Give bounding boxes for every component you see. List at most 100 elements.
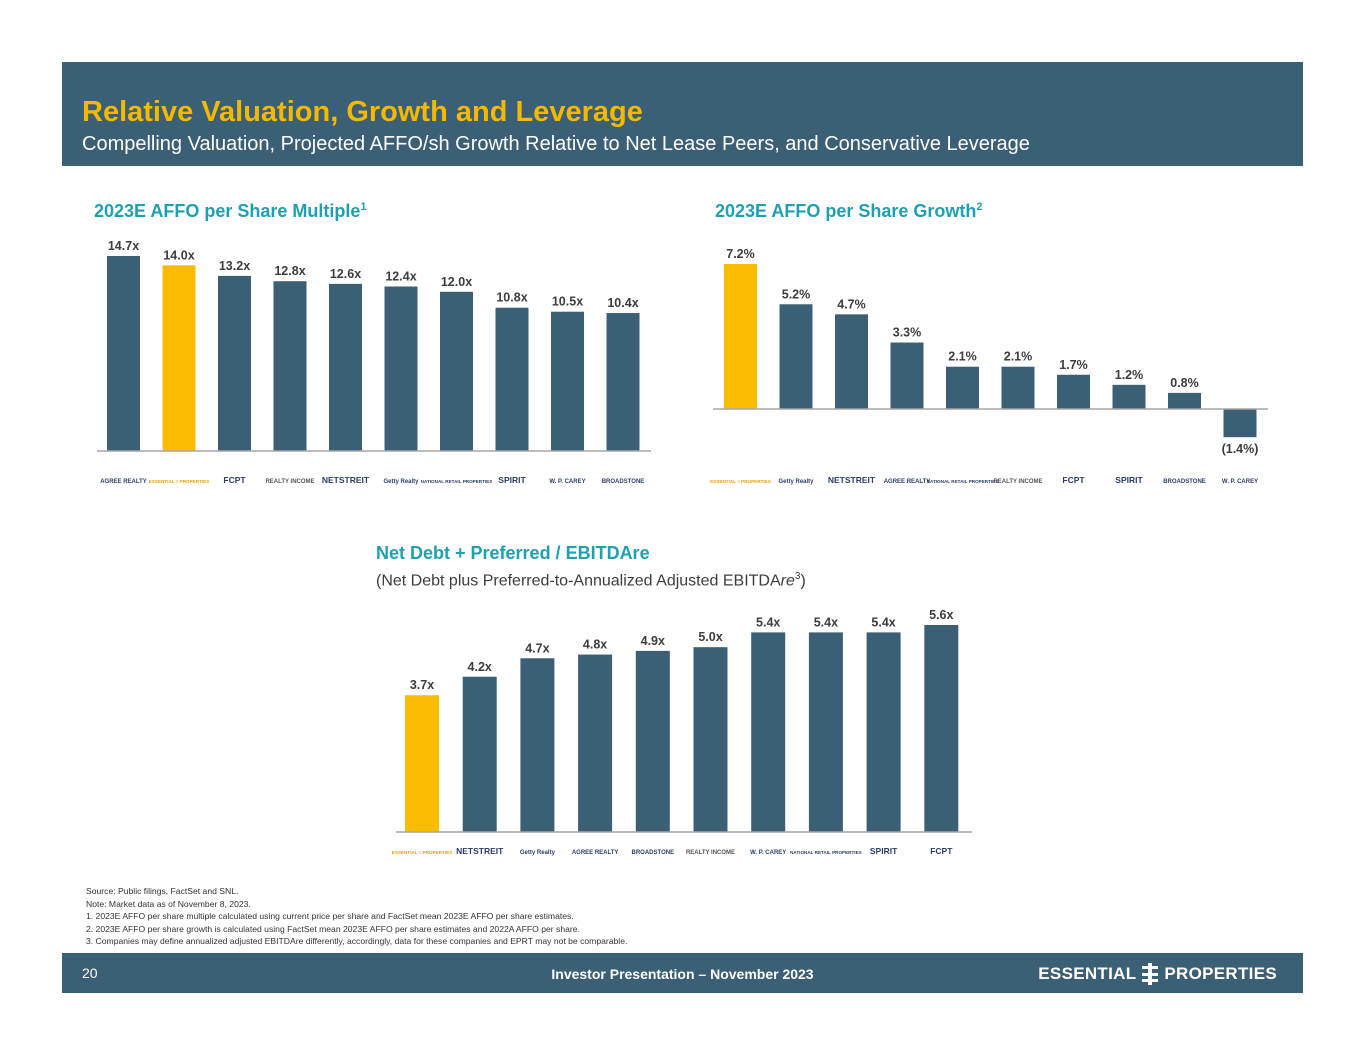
leverage-bar-realty-income bbox=[693, 647, 728, 832]
growth-label-realty-income: 2.1% bbox=[1004, 350, 1033, 364]
growth-bar-w-p-carey bbox=[1223, 409, 1257, 438]
multiple-label-essential-properties: 14.0x bbox=[163, 248, 194, 262]
growth-bar-broadstone bbox=[1168, 392, 1201, 409]
growth-logo-national-retail-properties: NATIONAL RETAIL PROPERTIES bbox=[927, 479, 999, 484]
logo-text-left: ESSENTIAL bbox=[1038, 964, 1137, 983]
multiple-logo-spirit: SPIRIT bbox=[498, 475, 526, 485]
leverage-bar-getty-realty bbox=[520, 658, 555, 832]
leverage-label-w-p-carey: 5.4x bbox=[756, 615, 780, 629]
growth-label-agree-realty: 3.3% bbox=[893, 326, 922, 340]
growth-bar-national-retail-properties bbox=[946, 366, 979, 409]
multiple-bar-essential-properties bbox=[162, 265, 196, 451]
essential-properties-logo: ESSENTIAL PROPERTIES bbox=[1038, 962, 1277, 986]
footnote-1: 1. 2023E AFFO per share multiple calcula… bbox=[86, 911, 574, 922]
chart-multiple: 14.7x AGREE REALTY 14.0x ESSENTIAL ≡ PROPER… bbox=[97, 239, 651, 485]
leverage-bar-national-retail-properties bbox=[808, 632, 843, 832]
leverage-label-essential-properties: 3.7x bbox=[410, 678, 434, 692]
growth-bar-realty-income bbox=[1001, 366, 1035, 409]
leverage-label-broadstone: 4.9x bbox=[641, 634, 665, 648]
leverage-logo-spirit: SPIRIT bbox=[870, 846, 898, 856]
multiple-bar-agree-realty bbox=[107, 256, 140, 451]
leverage-logo-getty-realty: Getty Realty bbox=[520, 850, 556, 856]
multiple-logo-agree-realty: AGREE REALTY bbox=[100, 479, 147, 485]
leverage-bar-w-p-carey bbox=[751, 632, 786, 832]
multiple-label-spirit: 10.8x bbox=[496, 291, 527, 305]
growth-logo-essential-properties: ESSENTIAL ≡ PROPERTIES bbox=[710, 479, 771, 484]
leverage-bar-essential-properties bbox=[405, 695, 439, 832]
multiple-label-broadstone: 10.4x bbox=[607, 296, 638, 310]
growth-label-w-p-carey: (1.4%) bbox=[1222, 442, 1259, 456]
growth-label-broadstone: 0.8% bbox=[1170, 376, 1199, 390]
growth-bar-essential-properties bbox=[724, 264, 757, 409]
leverage-label-spirit: 5.4x bbox=[871, 615, 895, 629]
chart-leverage: 3.7x ESSENTIAL ≡ PROPERTIES 4.2x NETSTREIT 4… bbox=[392, 608, 972, 856]
leverage-bar-fcpt bbox=[924, 625, 959, 832]
leverage-logo-netstreit: NETSTREIT bbox=[456, 846, 504, 856]
footnote-note: Note: Market data as of November 8, 2023… bbox=[86, 898, 251, 909]
multiple-logo-broadstone: BROADSTONE bbox=[602, 479, 645, 485]
growth-bar-spirit bbox=[1112, 384, 1146, 409]
footnote-3: 3. Companies may define annualized adjus… bbox=[86, 936, 628, 947]
multiple-bar-fcpt bbox=[218, 275, 251, 451]
multiple-bar-w-p-carey bbox=[551, 311, 584, 451]
leverage-logo-realty-income: REALTY INCOME bbox=[686, 850, 735, 856]
logo-text-right: PROPERTIES bbox=[1164, 964, 1277, 983]
leverage-label-getty-realty: 4.7x bbox=[525, 641, 549, 655]
multiple-logo-getty-realty: Getty Realty bbox=[383, 479, 419, 485]
leverage-bar-agree-realty bbox=[578, 654, 613, 832]
leverage-logo-national-retail-properties: NATIONAL RETAIL PROPERTIES bbox=[790, 850, 862, 855]
chart-title-multiple: 2023E AFFO per Share Multiple1 bbox=[94, 201, 367, 221]
multiple-label-national-retail-properties: 12.0x bbox=[441, 275, 472, 289]
page-subtitle: Compelling Valuation, Projected AFFO/sh … bbox=[82, 133, 1030, 155]
page-title: Relative Valuation, Growth and Leverage bbox=[82, 96, 643, 128]
multiple-logo-w-p-carey: W. P. CAREY bbox=[549, 479, 585, 485]
growth-bar-agree-realty bbox=[890, 342, 924, 409]
growth-logo-netstreit: NETSTREIT bbox=[828, 475, 876, 485]
growth-label-netstreit: 4.7% bbox=[837, 297, 866, 311]
chart-subtitle-leverage: (Net Debt plus Preferred-to-Annualized A… bbox=[376, 571, 806, 590]
multiple-logo-fcpt: FCPT bbox=[223, 475, 246, 485]
growth-logo-fcpt: FCPT bbox=[1062, 475, 1085, 485]
growth-label-fcpt: 1.7% bbox=[1059, 358, 1088, 372]
chart-title-growth: 2023E AFFO per Share Growth2 bbox=[715, 201, 983, 221]
growth-label-essential-properties: 7.2% bbox=[726, 247, 755, 261]
footnote-source: Source: Public filings, FactSet and SNL. bbox=[86, 886, 239, 896]
leverage-label-fcpt: 5.6x bbox=[929, 608, 953, 622]
leverage-logo-w-p-carey: W. P. CAREY bbox=[750, 850, 786, 856]
chart-title-leverage: Net Debt + Preferred / EBITDAre bbox=[376, 543, 650, 563]
multiple-label-netstreit: 12.6x bbox=[330, 267, 361, 281]
growth-label-getty-realty: 5.2% bbox=[782, 287, 811, 301]
multiple-logo-realty-income: REALTY INCOME bbox=[265, 479, 314, 485]
growth-logo-realty-income: REALTY INCOME bbox=[993, 479, 1042, 485]
growth-bar-getty-realty bbox=[779, 304, 813, 409]
leverage-bar-broadstone bbox=[635, 650, 670, 832]
multiple-label-getty-realty: 12.4x bbox=[385, 270, 416, 284]
growth-logo-w-p-carey: W. P. CAREY bbox=[1222, 479, 1258, 485]
growth-logo-spirit: SPIRIT bbox=[1115, 475, 1143, 485]
multiple-bar-spirit bbox=[495, 307, 529, 451]
footnotes: Source: Public filings, FactSet and SNL.… bbox=[86, 885, 627, 948]
leverage-logo-broadstone: BROADSTONE bbox=[632, 850, 675, 856]
footer-bar: 20 Investor Presentation – November 2023… bbox=[62, 953, 1303, 993]
multiple-label-fcpt: 13.2x bbox=[219, 259, 250, 273]
multiple-label-w-p-carey: 10.5x bbox=[552, 295, 583, 309]
growth-logo-agree-realty: AGREE REALTY bbox=[884, 479, 931, 485]
page-number: 20 bbox=[82, 965, 98, 981]
chart-growth: 7.2% ESSENTIAL ≡ PROPERTIES 5.2% Getty Real… bbox=[710, 247, 1268, 485]
growth-bar-fcpt bbox=[1057, 374, 1090, 409]
leverage-bar-spirit bbox=[866, 632, 901, 832]
leverage-label-netstreit: 4.2x bbox=[468, 660, 492, 674]
multiple-bar-getty-realty bbox=[384, 286, 418, 451]
growth-logo-broadstone: BROADSTONE bbox=[1163, 479, 1206, 485]
growth-label-national-retail-properties: 2.1% bbox=[948, 350, 977, 364]
leverage-label-realty-income: 5.0x bbox=[698, 630, 722, 644]
leverage-logo-fcpt: FCPT bbox=[930, 846, 953, 856]
logo-mark-icon bbox=[1142, 963, 1159, 985]
leverage-label-agree-realty: 4.8x bbox=[583, 638, 607, 652]
multiple-logo-netstreit: NETSTREIT bbox=[322, 475, 370, 485]
growth-label-spirit: 1.2% bbox=[1115, 368, 1144, 382]
multiple-bar-broadstone bbox=[606, 313, 640, 451]
multiple-label-agree-realty: 14.7x bbox=[108, 239, 139, 253]
leverage-label-national-retail-properties: 5.4x bbox=[814, 615, 838, 629]
